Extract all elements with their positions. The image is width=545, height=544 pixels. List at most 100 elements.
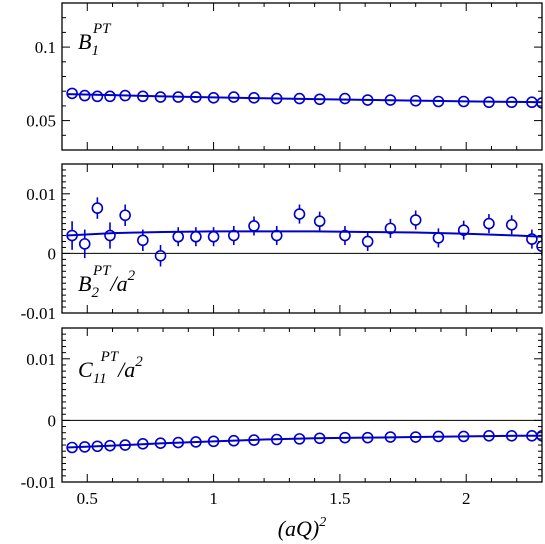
data-point xyxy=(154,437,167,449)
y-tick-label: 0.05 xyxy=(26,112,56,131)
panel-frame xyxy=(61,2,543,151)
data-marker xyxy=(339,431,351,444)
data-marker xyxy=(270,433,283,446)
data-marker xyxy=(91,202,104,214)
data-point xyxy=(190,91,202,103)
data-marker xyxy=(104,90,116,103)
data-marker xyxy=(536,97,542,109)
data-marker xyxy=(361,431,374,444)
data-marker xyxy=(384,222,397,235)
data-marker xyxy=(248,92,260,104)
y-tick-label: 0.01 xyxy=(26,350,56,369)
data-point xyxy=(409,94,422,107)
data-point xyxy=(207,435,220,448)
data-point xyxy=(154,245,167,267)
x-tick-label: 1.5 xyxy=(329,489,350,508)
data-marker xyxy=(409,431,422,443)
data-marker xyxy=(119,89,131,102)
data-point xyxy=(384,431,397,443)
data-point xyxy=(207,92,220,104)
data-point xyxy=(505,215,518,235)
data-point xyxy=(361,431,374,444)
data-marker xyxy=(207,230,220,243)
data-marker xyxy=(137,90,149,103)
data-point xyxy=(190,436,202,448)
data-marker xyxy=(457,224,470,236)
x-axis-title-sup: 2 xyxy=(319,515,326,530)
data-point xyxy=(137,438,149,450)
data-point xyxy=(119,204,131,226)
data-marker xyxy=(432,95,445,108)
data-point xyxy=(384,218,397,238)
data-point xyxy=(339,431,351,444)
data-marker xyxy=(154,249,167,262)
data-marker xyxy=(293,433,306,445)
data-point xyxy=(313,432,326,445)
data-point xyxy=(526,229,538,249)
data-point xyxy=(270,92,283,105)
data-marker xyxy=(457,430,470,443)
data-point xyxy=(339,92,351,105)
data-point xyxy=(227,225,240,246)
data-marker xyxy=(119,209,131,222)
data-marker xyxy=(207,92,220,104)
data-marker xyxy=(190,230,202,243)
panel-label-sub: 1 xyxy=(91,43,99,59)
data-marker xyxy=(457,95,470,108)
data-marker xyxy=(313,93,326,106)
data-marker xyxy=(190,91,202,103)
data-marker xyxy=(505,429,518,442)
data-point xyxy=(227,434,240,447)
data-point xyxy=(66,221,78,250)
data-point xyxy=(119,89,131,102)
data-marker xyxy=(384,94,397,106)
data-marker xyxy=(66,229,78,242)
data-point xyxy=(119,439,131,451)
data-marker xyxy=(104,439,116,452)
data-marker xyxy=(137,438,149,450)
data-marker xyxy=(483,217,495,230)
panel-label-tail: /a xyxy=(116,357,135,382)
data-marker xyxy=(137,234,149,247)
data-point xyxy=(104,439,116,452)
data-marker xyxy=(536,240,542,253)
data-marker xyxy=(78,89,91,102)
data-marker xyxy=(536,430,542,442)
data-point xyxy=(270,225,283,246)
data-point xyxy=(536,236,542,256)
data-marker xyxy=(526,233,538,245)
data-point xyxy=(66,441,78,454)
panel-1: 0.05 0.1 B1 PT xyxy=(26,2,543,151)
data-point xyxy=(483,96,495,109)
data-point xyxy=(313,211,326,231)
data-point xyxy=(432,95,445,108)
data-point xyxy=(457,430,470,443)
data-point xyxy=(313,93,326,106)
data-marker xyxy=(361,235,374,248)
data-marker xyxy=(91,440,104,453)
data-point xyxy=(384,94,397,106)
panel-label-main: C xyxy=(78,357,93,382)
data-point xyxy=(91,197,104,219)
data-marker xyxy=(66,441,78,454)
data-marker xyxy=(270,229,283,242)
data-marker xyxy=(227,434,240,447)
data-marker xyxy=(432,232,445,244)
data-marker xyxy=(78,441,91,453)
fit-curve xyxy=(66,230,542,238)
data-marker xyxy=(409,214,422,226)
data-marker xyxy=(293,92,306,105)
panel-label-tail-sup: 2 xyxy=(135,354,143,370)
x-tick-label: 0.5 xyxy=(77,489,98,508)
data-marker xyxy=(154,437,167,449)
data-marker xyxy=(119,439,131,451)
data-point xyxy=(457,220,470,240)
x-axis-title: (aQ)2 xyxy=(278,515,327,541)
data-marker xyxy=(91,90,104,103)
data-point xyxy=(91,90,104,103)
panel-label: B1 PT xyxy=(78,21,112,59)
data-marker xyxy=(483,429,495,442)
data-marker xyxy=(248,220,260,232)
y-tick-label: 0.01 xyxy=(26,185,56,204)
